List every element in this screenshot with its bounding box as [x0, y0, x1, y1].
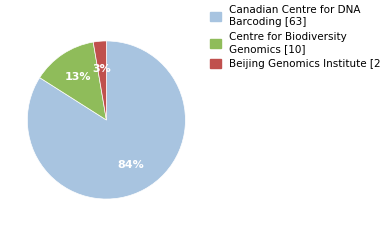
Legend: Canadian Centre for DNA
Barcoding [63], Centre for Biodiversity
Genomics [10], B: Canadian Centre for DNA Barcoding [63], … [211, 5, 380, 69]
Text: 3%: 3% [93, 64, 111, 74]
Wedge shape [27, 41, 185, 199]
Text: 84%: 84% [118, 160, 144, 170]
Wedge shape [93, 41, 106, 120]
Text: 13%: 13% [65, 72, 91, 82]
Wedge shape [40, 42, 106, 120]
